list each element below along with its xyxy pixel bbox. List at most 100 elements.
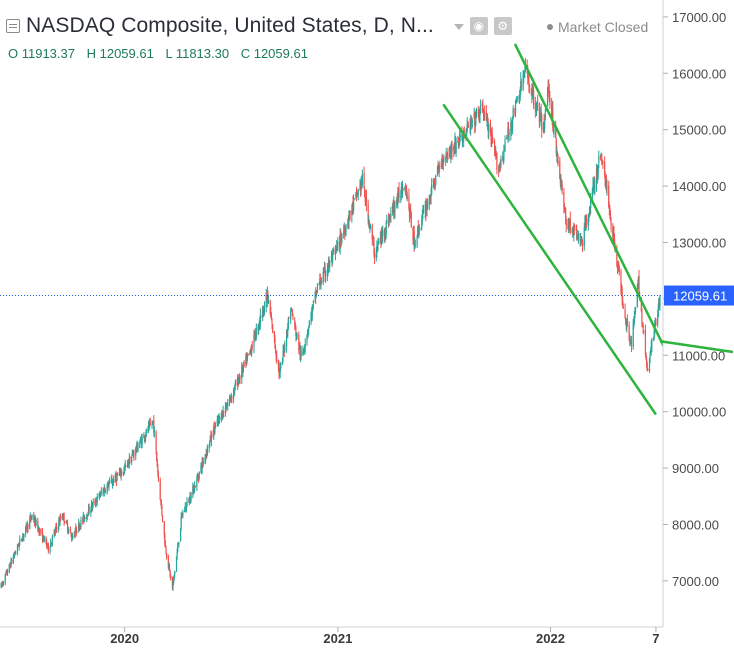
symbol-title[interactable]: NASDAQ Composite, United States, D, N...	[26, 14, 434, 37]
eye-icon[interactable]: ◉	[469, 17, 488, 35]
x-tick-label: 2021	[323, 631, 352, 646]
candle-body	[531, 86, 534, 97]
trendline-upper	[513, 43, 670, 356]
candle-body	[118, 472, 121, 475]
candle-body	[318, 283, 320, 285]
candle-body	[655, 319, 657, 326]
candle-body	[597, 171, 599, 179]
candle-body	[539, 115, 541, 123]
candle-body	[139, 442, 141, 448]
candle-body	[618, 266, 620, 272]
candle-body	[528, 85, 531, 89]
candle-body	[365, 196, 368, 204]
x-tick-label: 2020	[110, 631, 139, 646]
candle-body	[429, 197, 431, 199]
candle-body	[500, 159, 502, 167]
candle-body	[527, 78, 529, 81]
candle-body	[443, 158, 445, 160]
candle-body	[327, 268, 329, 271]
time-axis: 2020 2021 2022 7	[110, 627, 660, 646]
candle-body	[556, 154, 559, 162]
candle-body	[467, 123, 469, 126]
candle-body	[159, 479, 161, 500]
candle-body	[261, 315, 263, 317]
candle-body	[148, 423, 150, 426]
candle-body	[267, 300, 270, 302]
candle-body	[214, 424, 217, 429]
candle-body	[75, 526, 77, 533]
candle-body	[30, 516, 32, 520]
candle-body	[153, 430, 155, 433]
candle-body	[251, 346, 253, 348]
candle-body	[516, 96, 518, 100]
candle-body	[445, 152, 447, 159]
candle-body	[193, 490, 195, 493]
candle-body	[519, 96, 521, 99]
candle-body	[291, 312, 294, 316]
candle-body	[357, 189, 359, 195]
candle-body	[16, 544, 19, 552]
candle-body	[416, 237, 418, 246]
candle-body	[172, 577, 175, 584]
candle-body	[226, 407, 228, 409]
candle-body	[87, 515, 89, 517]
candle-body	[84, 517, 86, 519]
candle-body	[55, 526, 58, 529]
candle-body	[622, 306, 624, 309]
candle-body	[308, 326, 310, 330]
candle-body	[155, 431, 157, 451]
candle-body	[398, 188, 400, 198]
candle-body	[590, 197, 592, 208]
candle-body	[581, 240, 583, 242]
candle-body	[270, 312, 272, 318]
candle-body	[650, 350, 652, 353]
candle-body	[467, 124, 469, 127]
candle-body	[644, 330, 647, 354]
candle-body	[400, 196, 402, 198]
candle-body	[274, 346, 277, 352]
candle-body	[161, 515, 164, 522]
candle-body	[13, 555, 15, 557]
candle-body	[502, 157, 504, 160]
candle-body	[390, 213, 392, 217]
candle-body	[269, 301, 271, 314]
candle-body	[585, 219, 587, 231]
candle-body	[282, 349, 284, 357]
candle-body	[557, 160, 559, 163]
candle-body	[2, 582, 4, 585]
candle-body	[435, 175, 437, 185]
dropdown-icon[interactable]	[453, 24, 464, 30]
candle-body	[92, 501, 94, 504]
candle-body	[641, 323, 644, 325]
candle-body	[316, 284, 319, 293]
candle-body	[6, 572, 9, 574]
ohlc-low: L 11813.30	[165, 46, 230, 61]
candle-body	[276, 354, 278, 361]
candle-body	[632, 323, 634, 348]
candle-body	[409, 210, 411, 218]
candle-body	[433, 178, 435, 185]
candle-body	[528, 80, 530, 87]
symbol-info-icon[interactable]	[6, 19, 20, 33]
candle-body	[479, 106, 481, 117]
candle-body	[267, 294, 269, 301]
candle-body	[496, 153, 498, 170]
candle-body	[306, 334, 308, 343]
candle-body	[324, 267, 326, 276]
y-tick-label: 7000.00	[672, 574, 719, 589]
candle-body	[422, 211, 425, 213]
candle-body	[131, 456, 133, 463]
candle-body	[196, 477, 198, 487]
candle-body	[364, 189, 366, 197]
candle-body	[108, 480, 111, 484]
candle-body	[589, 207, 591, 209]
candle-body	[439, 165, 441, 167]
candle-body	[546, 87, 549, 107]
market-status: Market Closed	[547, 19, 648, 35]
gear-icon[interactable]: ⚙	[493, 17, 512, 35]
candle-body	[201, 461, 203, 470]
candle-body	[287, 327, 289, 334]
candle-body	[475, 110, 478, 114]
candle-body	[223, 411, 225, 413]
